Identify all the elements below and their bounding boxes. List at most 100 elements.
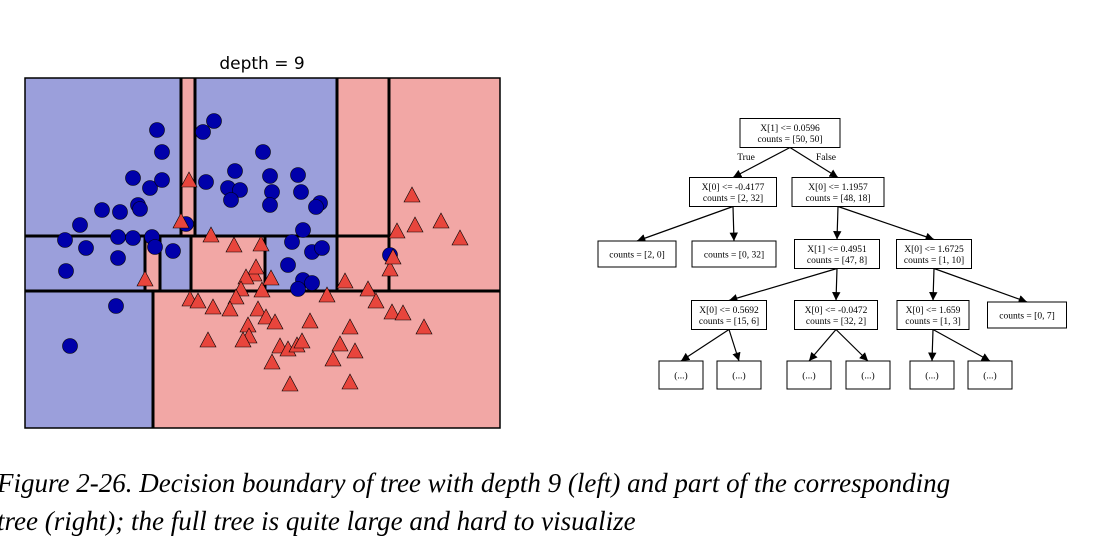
triangle-point: [234, 331, 252, 348]
tree-edge: [680, 328, 730, 362]
tree-node: [896, 239, 972, 269]
node-text: counts = [15, 6]: [699, 317, 759, 327]
tree-edge: [835, 329, 869, 362]
tree-edge: [837, 205, 935, 241]
tree-edge: [789, 146, 839, 179]
circle-point: [57, 232, 73, 248]
node-text: counts = [32, 2]: [806, 317, 866, 327]
node-text: X[0] <= 1.1957: [808, 183, 868, 193]
region-blue: [25, 291, 153, 428]
node-text: counts = [0, 7]: [999, 312, 1055, 322]
tree-edge: [833, 206, 842, 240]
triangle-point: [266, 313, 284, 330]
tree-edge: [636, 205, 734, 243]
circle-point: [255, 144, 271, 160]
circle-point: [108, 298, 124, 314]
circle-point: [112, 204, 128, 220]
caption: Figure 2-26. Decision boundary of tree w…: [0, 468, 950, 536]
tree-edge: [832, 268, 841, 301]
circle-point: [264, 184, 280, 200]
circle-point: [142, 180, 158, 196]
tree-node: [716, 360, 762, 390]
circle-point: [280, 257, 296, 273]
triangle-point: [253, 281, 271, 298]
circle-point: [198, 174, 214, 190]
triangle-point: [331, 335, 349, 352]
circle-point: [284, 234, 300, 250]
caption-line: tree (right); the full tree is quite lar…: [0, 506, 636, 536]
tree-node: [794, 300, 878, 330]
triangle-point: [293, 332, 311, 349]
triangle-point: [415, 318, 433, 335]
node-text: counts = [47, 8]: [807, 256, 867, 266]
tree-edge: [732, 146, 791, 179]
circle-point: [293, 184, 309, 200]
triangle-point: [301, 312, 319, 329]
triangle-point: [384, 248, 402, 265]
circle-point: [125, 230, 141, 246]
node-text: counts = [48, 18]: [806, 194, 871, 204]
circle-point: [58, 263, 74, 279]
circle-point: [62, 338, 78, 354]
triangle-point: [262, 269, 280, 286]
chart-title: depth = 9: [219, 54, 304, 74]
circle-point: [110, 250, 126, 266]
tree-node: [658, 360, 704, 390]
triangle-point: [180, 171, 198, 188]
triangle-point: [432, 212, 450, 229]
triangle-point: [136, 270, 154, 287]
caption-line: Figure 2-26. Decision boundary of tree w…: [0, 468, 950, 498]
triangle-point: [199, 331, 217, 348]
circle-point: [110, 229, 126, 245]
tree-node: [691, 300, 767, 330]
node-text: X[0] <= 0.5692: [699, 306, 759, 316]
triangle-point: [172, 212, 190, 229]
node-text: X[0] <= 1.659: [906, 306, 961, 316]
tree-edge: [728, 329, 741, 362]
circle-point: [304, 275, 320, 291]
node-text: counts = [1, 10]: [904, 256, 964, 266]
tree-node: [739, 118, 841, 148]
circle-point: [295, 222, 311, 238]
points: [57, 113, 469, 392]
tree-node: [967, 360, 1013, 390]
circle-point: [227, 163, 243, 179]
circle-point: [290, 167, 306, 183]
tree-edge: [729, 206, 738, 242]
triangle-point: [341, 318, 359, 335]
circle-point: [308, 199, 324, 215]
node-text: (...): [802, 371, 815, 382]
triangle-point: [381, 260, 399, 277]
triangle-point: [281, 375, 299, 392]
node-text: counts = [0, 32]: [704, 251, 764, 261]
triangle-point: [394, 304, 412, 321]
circle-point: [206, 113, 222, 129]
circle-point: [125, 170, 141, 186]
tree-edge: [933, 267, 1028, 304]
circle-point: [290, 281, 306, 297]
triangle-point: [341, 373, 359, 390]
node-text: counts = [2, 0]: [609, 251, 665, 261]
node-text: counts = [1, 3]: [905, 317, 961, 327]
circle-point: [72, 217, 88, 233]
node-text: X[1] <= 0.4951: [807, 245, 867, 255]
node-text: counts = [50, 50]: [758, 135, 823, 145]
circle-point: [147, 239, 163, 255]
tree-node: [896, 300, 970, 330]
tree-node: [909, 360, 955, 390]
tree-edge: [928, 329, 937, 362]
circle-point: [154, 172, 170, 188]
circle-point: [165, 243, 181, 259]
node-text: X[1] <= 0.0596: [760, 124, 820, 134]
tree-node: [794, 239, 880, 269]
circle-point: [154, 144, 170, 160]
triangle-point: [403, 186, 421, 203]
triangle-point: [359, 280, 377, 297]
tree-node: [597, 240, 677, 268]
triangle-point: [247, 258, 265, 275]
triangle-point: [336, 272, 354, 289]
node-text: (...): [983, 371, 996, 382]
circle-point: [94, 202, 110, 218]
